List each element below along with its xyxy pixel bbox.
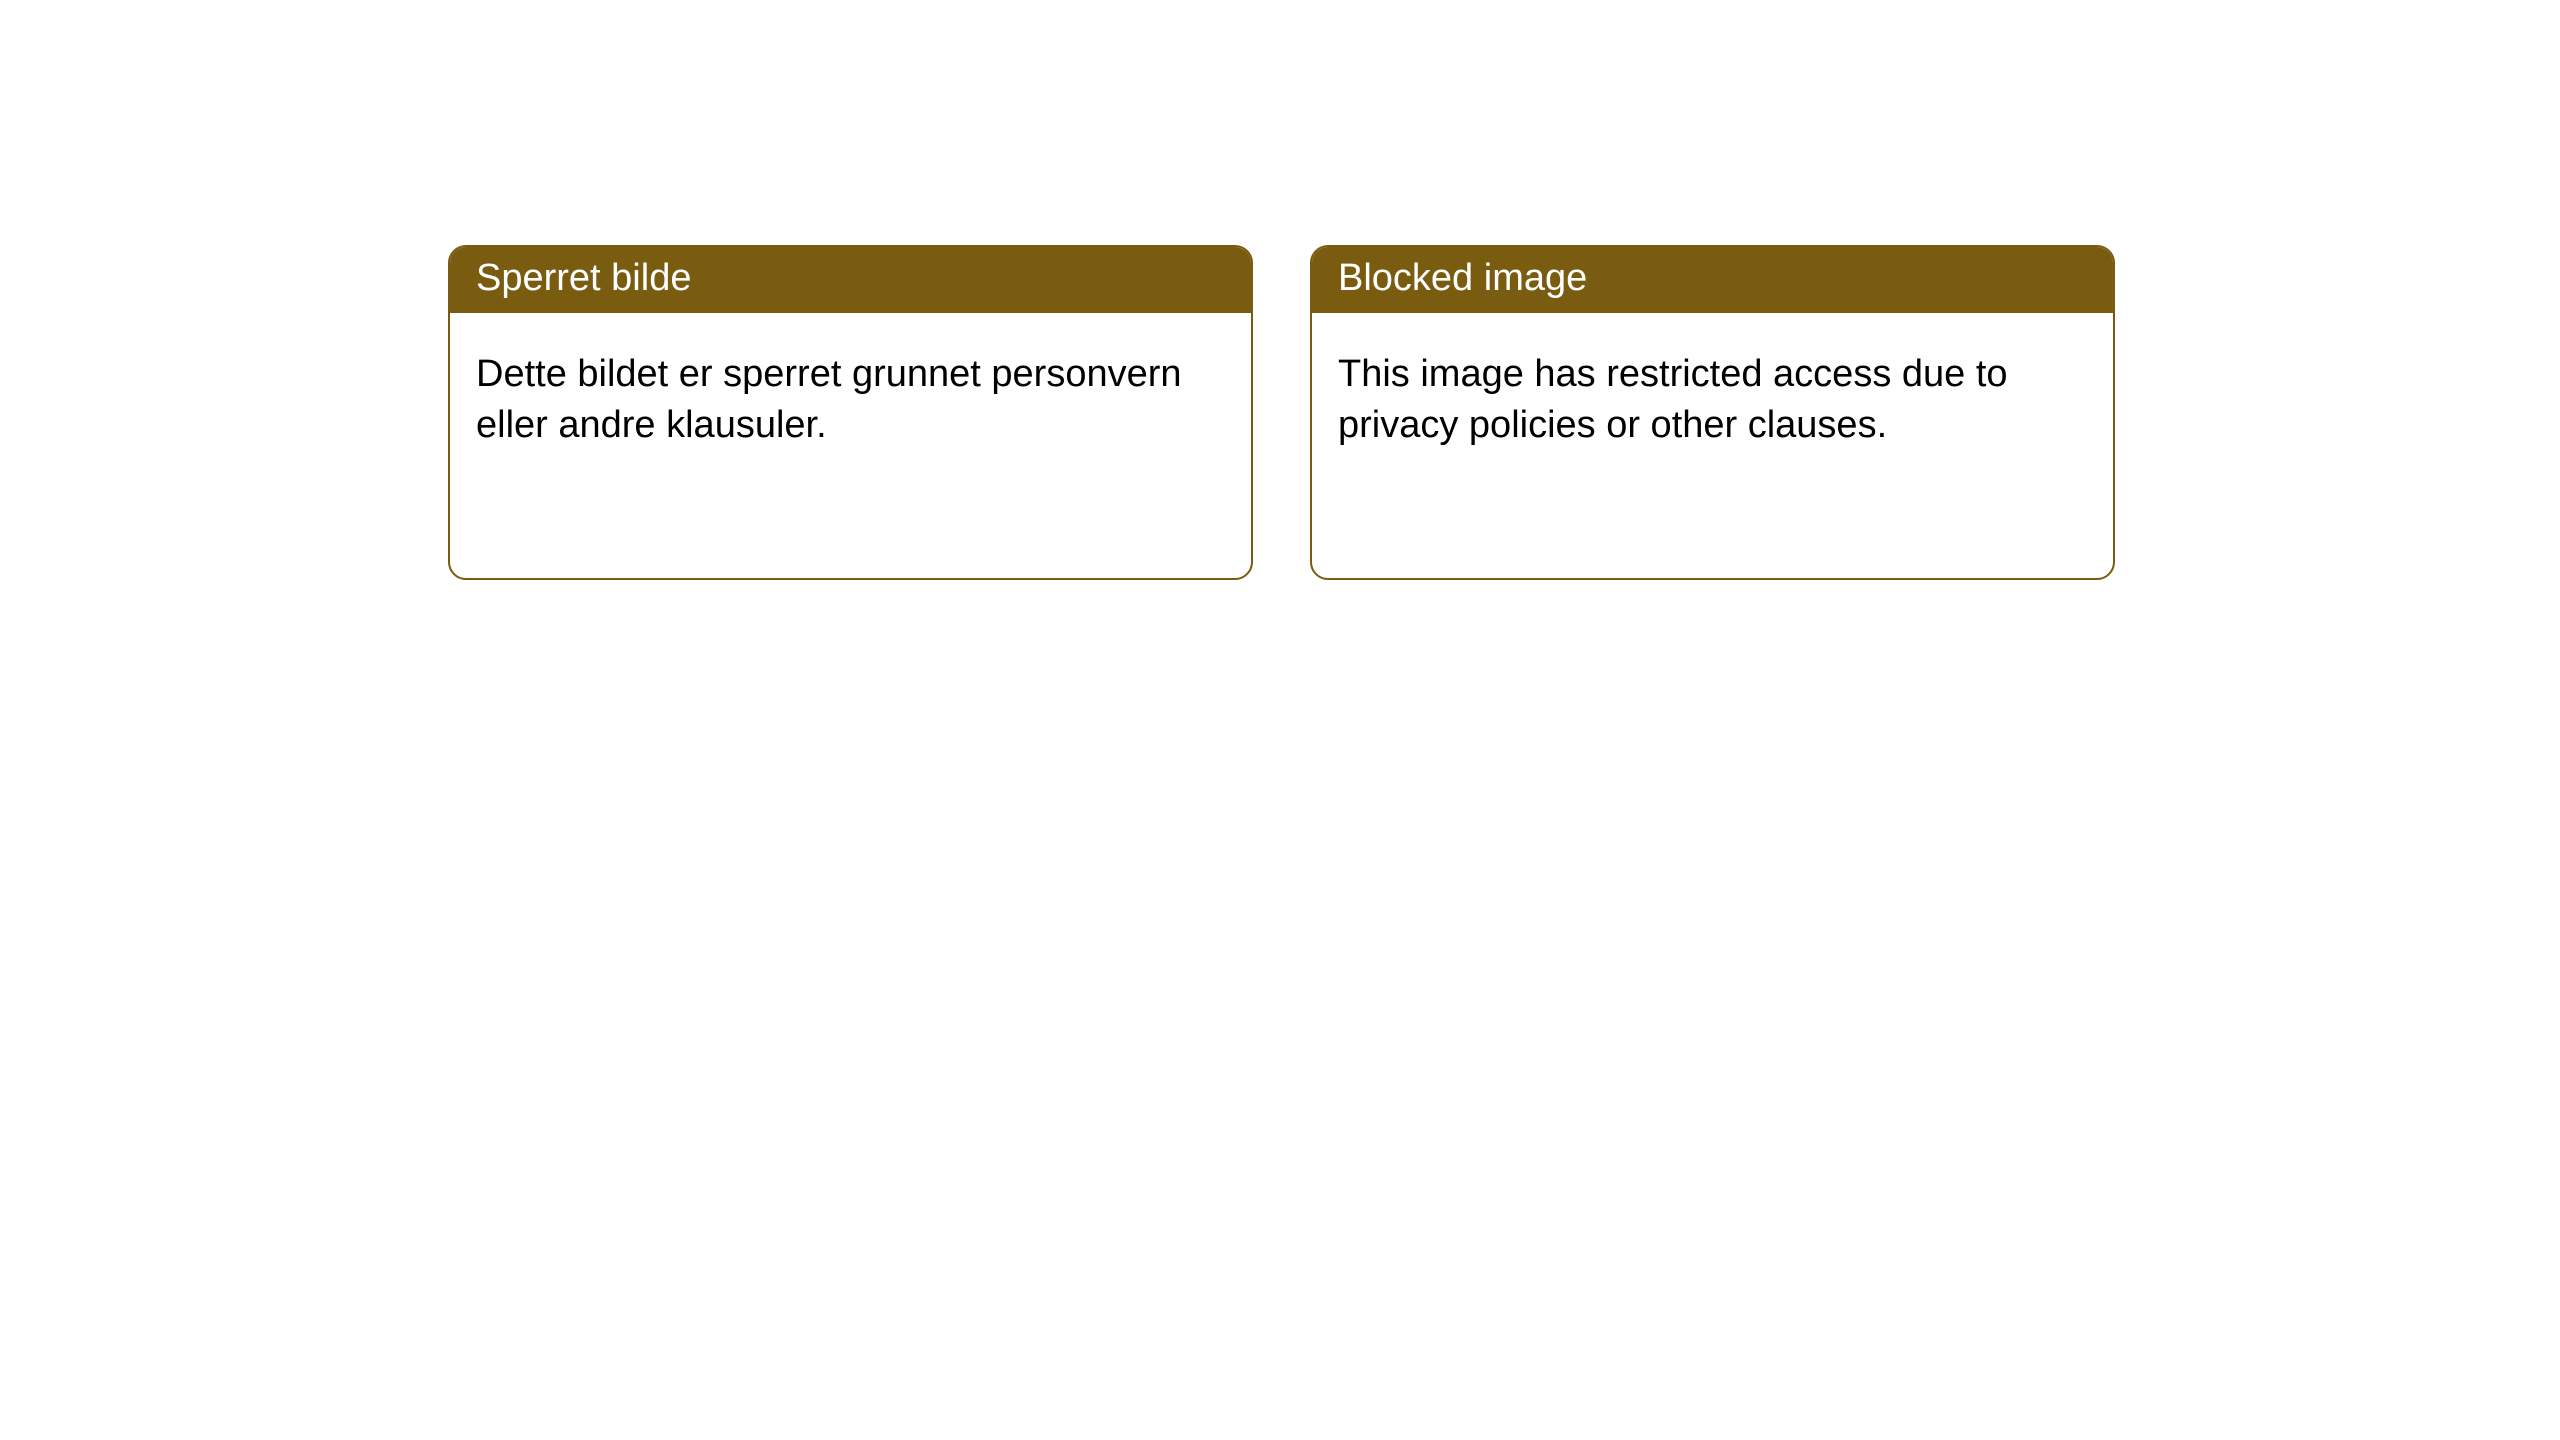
notice-card-body: Dette bildet er sperret grunnet personve…	[450, 313, 1251, 478]
notice-card-title: Sperret bilde	[450, 247, 1251, 313]
notice-card-title: Blocked image	[1312, 247, 2113, 313]
notice-card-body: This image has restricted access due to …	[1312, 313, 2113, 478]
notice-card-norwegian: Sperret bilde Dette bildet er sperret gr…	[448, 245, 1253, 580]
notice-card-english: Blocked image This image has restricted …	[1310, 245, 2115, 580]
notice-cards-container: Sperret bilde Dette bildet er sperret gr…	[0, 0, 2560, 580]
